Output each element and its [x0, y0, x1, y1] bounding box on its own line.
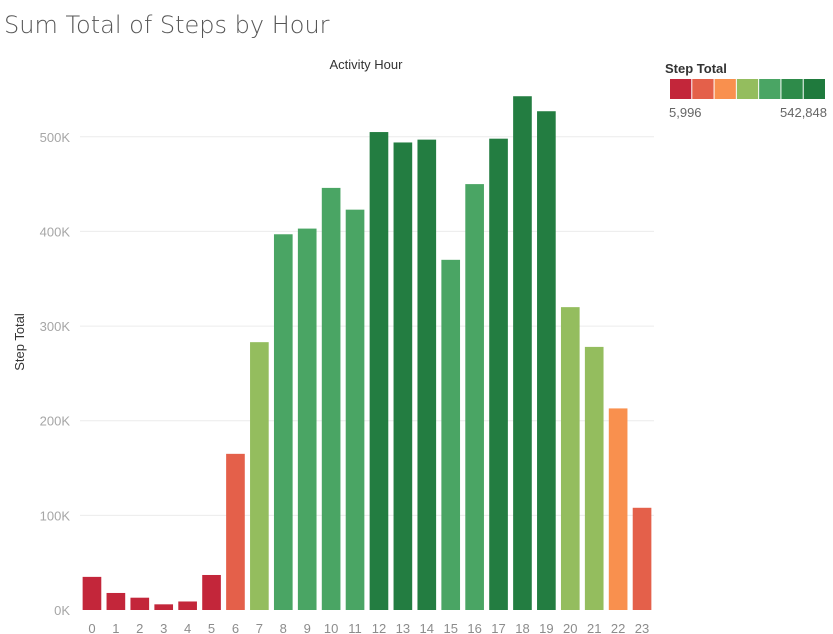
x-tick-label: 18: [515, 621, 529, 634]
y-tick-label: 100K: [40, 508, 71, 523]
bar: [154, 604, 174, 610]
bar: [393, 142, 413, 610]
bar: [178, 601, 197, 610]
legend-swatch: [692, 79, 714, 99]
x-tick-label: 19: [539, 621, 553, 634]
x-tick-label: 22: [611, 621, 625, 634]
bar: [106, 592, 126, 610]
bar: [202, 574, 221, 610]
x-tick-label: 12: [372, 621, 386, 634]
x-tick-label: 6: [232, 621, 239, 634]
legend-color-scale: [670, 79, 825, 99]
x-tick-label: 8: [280, 621, 287, 634]
x-axis-title: Activity Hour: [330, 57, 404, 72]
bar: [250, 342, 269, 610]
legend-swatch: [759, 79, 781, 99]
bar: [465, 184, 484, 610]
x-tick-label: 15: [443, 621, 457, 634]
bar: [489, 138, 508, 610]
x-tick-label: 7: [256, 621, 263, 634]
bar: [608, 408, 628, 610]
x-tick-label: 2: [136, 621, 143, 634]
bar: [537, 111, 556, 610]
x-tick-label: 9: [304, 621, 311, 634]
bar: [226, 453, 245, 610]
gridlines: [80, 136, 654, 516]
bar: [560, 307, 580, 610]
x-tick-label: 14: [420, 621, 434, 634]
bar: [417, 139, 437, 610]
legend-swatch: [736, 79, 759, 99]
legend: Step Total 5,996 542,848: [665, 61, 827, 120]
bar: [441, 259, 461, 610]
y-tick-label: 0K: [54, 603, 70, 618]
bar: [369, 132, 389, 610]
x-tick-label: 3: [160, 621, 167, 634]
bar: [82, 576, 102, 610]
bar: [130, 597, 150, 610]
x-tick-label: 21: [587, 621, 601, 634]
y-tick-label: 500K: [40, 130, 71, 145]
bar: [632, 507, 652, 610]
y-axis-ticks: 0K 100K 200K 300K 400K 500K: [40, 130, 71, 618]
chart-title: Sum Total of Steps by Hour: [4, 11, 330, 39]
bar: [584, 346, 604, 610]
legend-min-label: 5,996: [669, 105, 702, 120]
x-tick-label: 0: [88, 621, 95, 634]
x-tick-label: 23: [635, 621, 649, 634]
y-tick-label: 400K: [40, 224, 71, 239]
legend-title: Step Total: [665, 61, 727, 76]
x-tick-label: 5: [208, 621, 215, 634]
x-tick-label: 17: [491, 621, 505, 634]
y-axis-title: Step Total: [12, 313, 27, 371]
legend-swatch: [803, 79, 825, 99]
x-axis-ticks: 0 1 2 3 4 5 6 7 8 9 10 11 12 13 14 15 16 17 18 19 20 21 22 23: [88, 621, 649, 634]
x-tick-label: 16: [467, 621, 481, 634]
x-tick-label: 20: [563, 621, 577, 634]
legend-max-label: 542,848: [780, 105, 827, 120]
x-tick-label: 13: [396, 621, 410, 634]
x-tick-label: 11: [348, 621, 362, 634]
bars: [82, 96, 652, 611]
legend-swatch: [781, 79, 803, 99]
bar: [345, 209, 365, 611]
bar: [513, 96, 532, 610]
x-tick-label: 1: [112, 621, 119, 634]
bar: [273, 234, 293, 610]
bar: [297, 228, 317, 610]
x-tick-label: 10: [324, 621, 338, 634]
legend-swatch: [670, 79, 692, 99]
legend-swatch: [714, 79, 736, 99]
y-tick-label: 300K: [40, 319, 71, 334]
x-tick-label: 4: [184, 621, 191, 634]
y-tick-label: 200K: [40, 414, 71, 429]
bar: [321, 187, 341, 610]
